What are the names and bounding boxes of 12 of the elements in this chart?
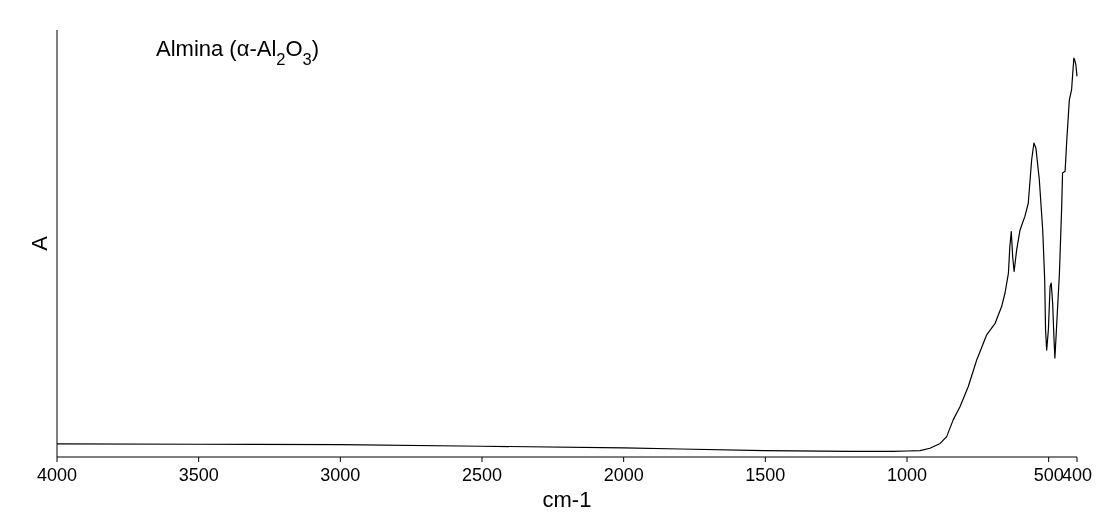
x-tick-label: 400: [1061, 465, 1093, 485]
y-axis-title: A: [27, 235, 52, 251]
x-tick-label: 2500: [461, 465, 503, 485]
x-tick-label: 2000: [603, 465, 644, 485]
x-tick-label: 1500: [745, 465, 786, 485]
x-tick-label: 500: [1033, 465, 1064, 485]
annotation: Almina (α-Al$_{2}$O$_{3}$): [156, 36, 320, 68]
x-tick-label: 1000: [886, 465, 928, 485]
x-axis-title: cm-1: [542, 487, 592, 512]
x-tick-label: 3500: [178, 465, 219, 485]
x-tick-label: 4000: [36, 465, 78, 485]
x-tick-label: 3000: [320, 465, 361, 485]
